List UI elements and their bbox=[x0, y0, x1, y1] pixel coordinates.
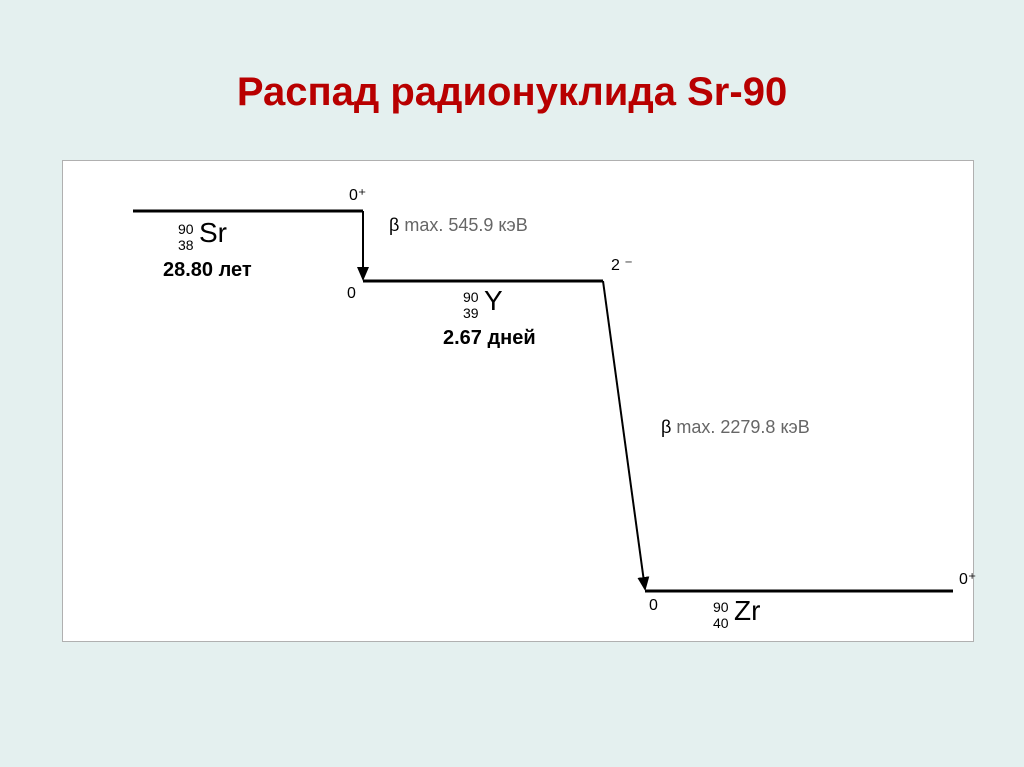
y-mass: 90 bbox=[463, 289, 479, 305]
zr-mass: 90 bbox=[713, 599, 729, 615]
sr-symbol: Sr bbox=[199, 217, 227, 249]
sr-z: 38 bbox=[178, 237, 194, 253]
decay-diagram: 90 38 Sr 28.80 лет 0⁺ 0 β max. 545.9 кэВ… bbox=[62, 160, 974, 642]
zr-symbol: Zr bbox=[734, 595, 760, 627]
y-spin-right: 2 ⁻ bbox=[611, 255, 633, 275]
sr-mass: 90 bbox=[178, 221, 194, 237]
page-title: Распад радионуклида Sr-90 bbox=[0, 70, 1024, 115]
beta2-text: max. 2279.8 кэВ bbox=[676, 417, 809, 437]
y-halflife: 2.67 дней bbox=[443, 327, 536, 350]
zr-z: 40 bbox=[713, 615, 729, 631]
beta1-label: β max. 545.9 кэВ bbox=[389, 215, 528, 236]
sr-spin-right: 0⁺ bbox=[349, 185, 366, 205]
zr-spin-right: 0⁺ bbox=[959, 569, 976, 589]
y-z: 39 bbox=[463, 305, 479, 321]
zr-level-spin-left: 0 bbox=[649, 597, 658, 615]
y-level-spin-left: 0 bbox=[347, 285, 356, 303]
y-symbol: Y bbox=[484, 285, 503, 317]
sr-halflife: 28.80 лет bbox=[163, 259, 252, 282]
beta2-label: β max. 2279.8 кэВ bbox=[661, 417, 810, 438]
beta1-text: max. 545.9 кэВ bbox=[404, 215, 527, 235]
